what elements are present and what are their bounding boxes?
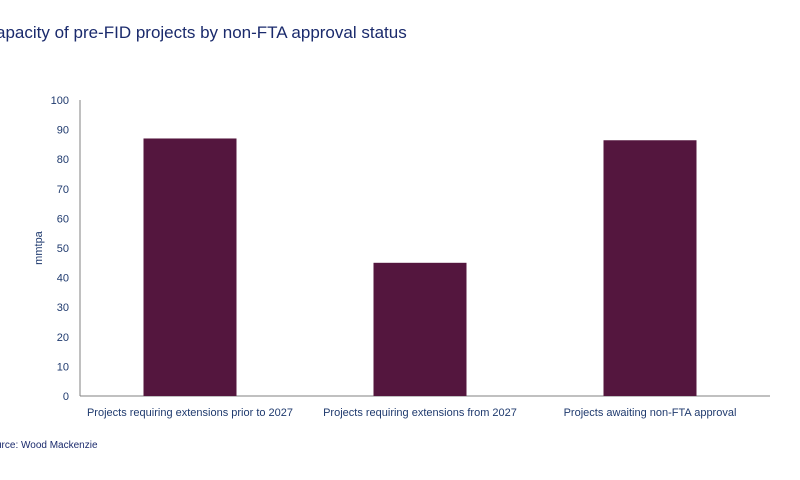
y-tick-label: 80 (57, 154, 69, 166)
y-tick-label: 100 (51, 95, 69, 107)
y-tick-label: 30 (57, 302, 69, 314)
x-category-label: Projects awaiting non-FTA approval (564, 407, 737, 419)
y-tick-label: 20 (57, 332, 69, 344)
y-tick-label: 60 (57, 213, 69, 225)
bar (603, 140, 697, 396)
y-tick-label: 10 (57, 361, 69, 373)
y-tick-label: 70 (57, 184, 69, 196)
chart-title: apacity of pre-FID projects by non-FTA a… (0, 23, 407, 42)
y-tick-label: 0 (63, 391, 69, 403)
y-tick-label: 90 (57, 125, 69, 137)
x-category-label: Projects requiring extensions prior to 2… (87, 407, 293, 419)
bar (143, 138, 237, 397)
y-axis-label: mmtpa (33, 230, 45, 265)
x-category-label: Projects requiring extensions from 2027 (323, 407, 517, 419)
source-note: urce: Wood Mackenzie (0, 440, 98, 451)
bar (373, 262, 467, 396)
y-tick-label: 40 (57, 273, 69, 285)
y-tick-label: 50 (57, 243, 69, 255)
